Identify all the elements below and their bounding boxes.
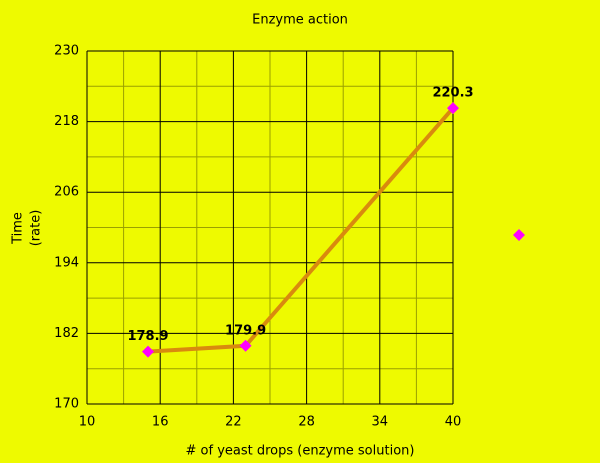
- y-axis-label: (rate): [29, 210, 44, 247]
- x-tick-label: 34: [372, 415, 389, 430]
- chart-title: Enzyme action: [252, 13, 348, 28]
- x-tick-label: 28: [298, 415, 315, 430]
- y-tick-label: 170: [54, 397, 79, 412]
- data-point: [447, 102, 459, 115]
- data-label: 220.3: [432, 86, 473, 101]
- data-point: [239, 339, 252, 352]
- y-axis-label: Time: [11, 212, 26, 245]
- y-tick-label: 194: [54, 255, 79, 270]
- x-axis-label: # of yeast drops (enzyme solution): [186, 444, 415, 459]
- y-tick-label: 230: [54, 44, 79, 59]
- data-point: [142, 345, 154, 358]
- y-tick-label: 218: [54, 114, 79, 129]
- x-tick-label: 10: [79, 415, 96, 430]
- x-tick-label: 16: [152, 415, 169, 430]
- y-tick-label: 182: [54, 326, 79, 341]
- data-label: 179.9: [225, 323, 266, 338]
- legend-marker: [513, 229, 525, 241]
- x-tick-label: 40: [445, 415, 462, 430]
- x-tick-label: 22: [225, 415, 242, 430]
- data-label: 178.9: [127, 329, 168, 344]
- y-tick-label: 206: [54, 185, 79, 200]
